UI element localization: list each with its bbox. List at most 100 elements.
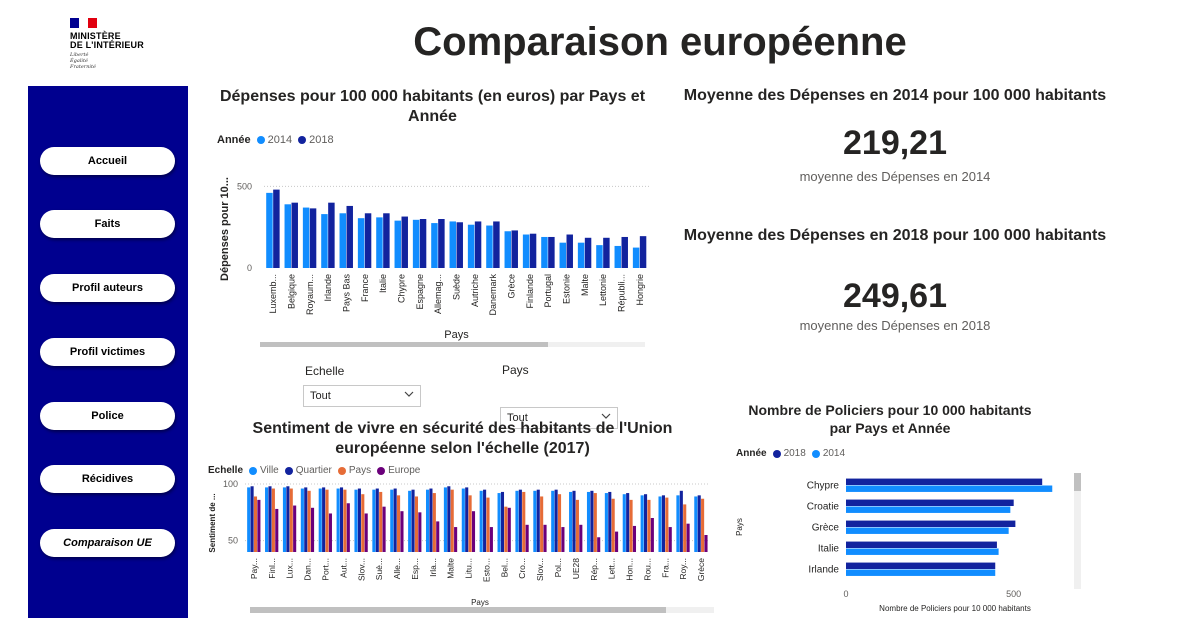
- nav-button-faits[interactable]: Faits: [40, 210, 175, 238]
- chart2-bar-europe: [686, 523, 690, 552]
- logo-line-1: MINISTÈRE: [70, 31, 121, 41]
- nav-button-comparaison-ue[interactable]: Comparaison UE: [40, 529, 175, 557]
- chart2-x-tick-label: Rép...: [589, 558, 599, 581]
- chart3-policiers-bar-chart[interactable]: Chypre Croatie Grèce Italie Irlande 0 500 Pays N…: [730, 465, 1090, 615]
- chart1-title: Dépenses pour 100 000 habitants (en euro…: [219, 88, 646, 125]
- chart2-bar-pays: [271, 488, 275, 552]
- slicer-echelle-dropdown[interactable]: Tout: [303, 385, 421, 407]
- chart2-bar-ville: [551, 490, 555, 552]
- chart2-bar-ville: [640, 495, 644, 552]
- chart2-legend-item-3[interactable]: Europe: [377, 465, 420, 476]
- chart2-securite-bar-chart[interactable]: 50 100 Sentiment de ... Pay... Finl... Lux...…: [200, 480, 720, 615]
- chart1-x-tick-label: Chypre: [397, 274, 407, 303]
- chart1-x-tick-label: Luxemb...: [268, 274, 278, 314]
- chart2-bar-ville: [336, 488, 340, 552]
- chart3-bar-2018: [846, 520, 1016, 527]
- nav-button-profil-auteurs[interactable]: Profil auteurs: [40, 274, 175, 302]
- chart1-legend-title: Année: [217, 134, 251, 146]
- chart2-x-tick-label: Finl...: [267, 558, 277, 579]
- chart1-y-tick-label: 0: [247, 263, 252, 273]
- chart1-bar-2018: [511, 230, 518, 268]
- chart2-bar-europe: [400, 511, 404, 552]
- chart2-bar-pays: [343, 489, 347, 552]
- chart3-legend-item-1[interactable]: 2014: [811, 448, 845, 459]
- chart2-bar-ville: [318, 488, 322, 552]
- chart2-x-tick-label: Dan...: [303, 558, 313, 581]
- chart2-bar-europe: [418, 512, 422, 552]
- chart2-bar-europe: [615, 531, 619, 552]
- chart2-x-tick-label: Roy...: [678, 558, 688, 580]
- chart2-bar-ville: [461, 488, 465, 552]
- chart2-bar-europe: [525, 524, 529, 552]
- chart1-x-tick-label: Grèce: [507, 274, 517, 299]
- chart1-bar-2014: [431, 223, 438, 268]
- chart2-bar-ville: [443, 487, 447, 552]
- chart2-x-tick-label: Pay...: [249, 558, 259, 579]
- chart3-bar-2014: [846, 485, 1053, 492]
- chart2-legend-item-1[interactable]: Quartier: [284, 465, 332, 476]
- chart2-x-tick-label: Suè...: [374, 558, 384, 580]
- kpi1-title: Moyenne des Dépenses en 2014 pour 100 00…: [683, 87, 1107, 104]
- chart2-legend-item-2[interactable]: Pays: [337, 465, 371, 476]
- chart1-bar-2014: [321, 214, 328, 268]
- chart1-x-tick-label: Espagne: [415, 274, 425, 310]
- chart3-legend-item-0[interactable]: 2018: [772, 448, 806, 459]
- chart2-legend-item-0[interactable]: Ville: [249, 465, 279, 476]
- chart2-y-tick-label: 50: [228, 536, 238, 546]
- chart3-title: Nombre de Policiers pour 10 000 habitant…: [748, 402, 1032, 436]
- chart2-bar-quartier: [429, 488, 433, 552]
- chart2-bar-ville: [372, 489, 376, 552]
- chart2-x-tick-label: Hon...: [625, 558, 635, 581]
- chart2-bar-pays: [575, 499, 579, 552]
- slicer-echelle-label: Echelle: [305, 364, 345, 378]
- chart2-bar-europe: [364, 513, 368, 552]
- nav-button-profil-victimes[interactable]: Profil victimes: [40, 338, 175, 366]
- chart3-y-tick-label: Irlande: [808, 565, 839, 576]
- chart1-bar-2018: [456, 222, 463, 268]
- chart2-bar-ville: [408, 490, 412, 552]
- chart1-legend-item-1[interactable]: 2018: [298, 134, 334, 146]
- chart2-bar-europe: [668, 527, 672, 552]
- chart2-scrollbar-thumb[interactable]: [250, 607, 666, 613]
- chart2-bar-pays: [522, 491, 526, 552]
- chart2-x-tick-label: Rou...: [642, 558, 652, 581]
- chart1-bar-2018: [383, 213, 390, 268]
- logo-line-2: DE L'INTÉRIEUR: [70, 40, 144, 50]
- chart1-bar-2018: [639, 236, 647, 268]
- chart1-depenses-bar-chart[interactable]: 0 500 Dépenses pour 10... Luxemb... Belgique…: [200, 150, 660, 350]
- chart2-bar-pays: [379, 491, 383, 552]
- chart2-bar-ville: [569, 491, 573, 552]
- chart1-x-tick-label: Irlande: [323, 274, 333, 302]
- chart2-x-axis-label: Pays: [471, 598, 489, 607]
- chart3-x-tick-label: 0: [843, 589, 848, 599]
- nav-button-police[interactable]: Police: [40, 402, 175, 430]
- chart1-legend-item-0[interactable]: 2014: [256, 134, 292, 146]
- chart2-bar-quartier: [447, 486, 451, 552]
- chart1-bar-2014: [522, 234, 530, 268]
- chart2-bar-europe: [650, 518, 654, 552]
- chart1-x-axis-label: Pays: [444, 329, 469, 341]
- chart3-bar-2018: [846, 541, 997, 548]
- chart2-bar-quartier: [357, 488, 361, 552]
- chart1-scrollbar-thumb[interactable]: [260, 342, 548, 347]
- chart2-x-tick-label: Slov...: [535, 558, 545, 581]
- chart1-x-tick-label: Autriche: [470, 274, 480, 307]
- chart2-bar-quartier: [661, 495, 665, 552]
- chart1-bar-2014: [577, 242, 585, 268]
- chart3-scrollbar-thumb[interactable]: [1074, 473, 1081, 491]
- nav-button-accueil[interactable]: Accueil: [40, 147, 175, 175]
- kpi2-label: moyenne des Dépenses en 2018: [799, 318, 991, 333]
- chart2-bar-europe: [257, 499, 261, 552]
- chart2-x-tick-label: Bel...: [499, 558, 509, 577]
- chart2-y-tick-label: 100: [223, 480, 238, 489]
- chart1-bar-2014: [504, 231, 511, 268]
- chart2-bar-pays: [450, 489, 454, 552]
- chart2-bar-ville: [497, 493, 501, 552]
- slicer-pays-dropdown[interactable]: Tout: [500, 407, 618, 429]
- chart2-bar-ville: [300, 488, 304, 552]
- chart1-x-tick-label: Finlande: [525, 274, 535, 309]
- chart2-bar-pays: [307, 490, 311, 552]
- nav-button-recidives[interactable]: Récidives: [40, 465, 175, 493]
- chart1-bar-2018: [621, 236, 628, 268]
- chart2-x-tick-label: Pol...: [553, 558, 563, 577]
